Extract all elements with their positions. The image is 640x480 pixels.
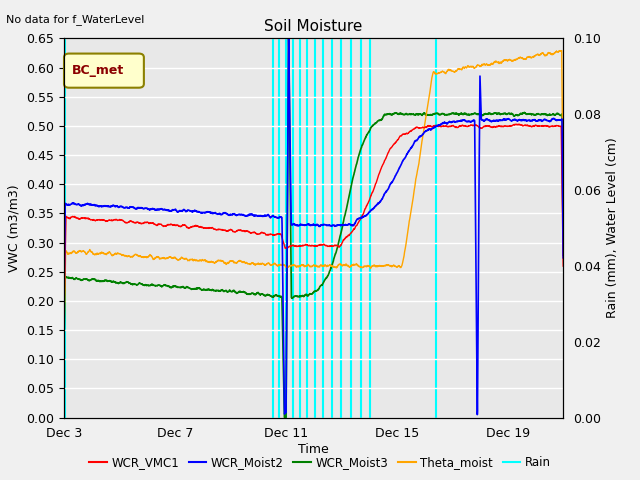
Y-axis label: VWC (m3/m3): VWC (m3/m3) (8, 184, 20, 272)
Text: No data for f_WaterLevel: No data for f_WaterLevel (6, 14, 145, 25)
Text: BC_met: BC_met (72, 64, 124, 77)
X-axis label: Time: Time (298, 443, 329, 456)
Title: Soil Moisture: Soil Moisture (264, 20, 363, 35)
Legend: WCR_VMC1, WCR_Moist2, WCR_Moist3, Theta_moist, Rain: WCR_VMC1, WCR_Moist2, WCR_Moist3, Theta_… (84, 452, 556, 474)
Y-axis label: Rain (mm), Water Level (cm): Rain (mm), Water Level (cm) (607, 138, 620, 318)
FancyBboxPatch shape (64, 54, 144, 88)
